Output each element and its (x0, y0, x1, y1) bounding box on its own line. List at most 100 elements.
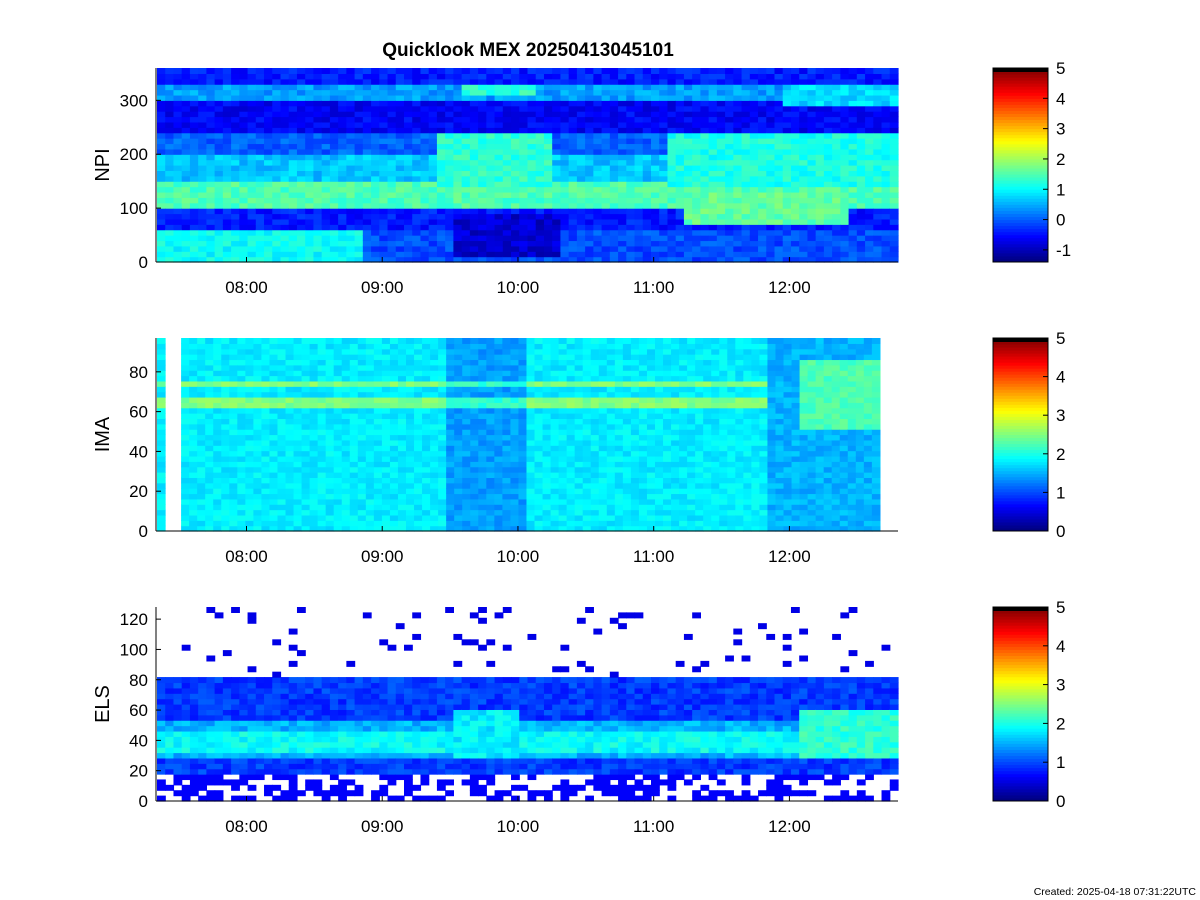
heat-cell (321, 132, 331, 139)
heat-cell (766, 245, 776, 252)
heat-cell (231, 154, 240, 161)
heat-cell (229, 450, 238, 457)
heat-cell (206, 213, 216, 220)
heat-cell (881, 245, 891, 252)
heat-cell (285, 514, 295, 521)
heat-cell (389, 514, 399, 521)
heat-cell (389, 509, 399, 516)
heat-cell (651, 208, 660, 215)
heat-cell (659, 148, 669, 155)
heat-cell (395, 73, 405, 80)
heat-cell (181, 343, 190, 350)
heat-cell (420, 186, 430, 193)
heat-cell (758, 240, 767, 247)
heat-cell (371, 191, 380, 198)
heat-cell (526, 370, 536, 377)
heat-cell (404, 159, 413, 166)
heat-cell (865, 251, 874, 258)
heat-cell (453, 213, 463, 220)
heat-cell (288, 68, 298, 74)
heat-cell (502, 359, 512, 366)
heat-cell (269, 429, 279, 436)
heat-cell (840, 111, 850, 118)
heat-cell (511, 121, 520, 128)
heat-cell (280, 175, 290, 182)
heat-cell (198, 202, 207, 209)
heat-cell (560, 78, 570, 85)
heat-cell (213, 482, 222, 489)
heat-cell (237, 338, 246, 344)
heat-cell (618, 111, 627, 118)
heat-cell (832, 170, 841, 177)
heat-cell (683, 148, 693, 155)
heat-cell (189, 202, 199, 209)
heat-cell (576, 256, 586, 263)
heat-cell (609, 170, 619, 177)
heat-cell (261, 396, 271, 403)
heat-cell (446, 370, 455, 377)
heat-cell (197, 472, 206, 478)
heat-cell (865, 94, 874, 101)
heat-cell (157, 181, 166, 188)
heat-cell (197, 445, 206, 452)
heat-cell (436, 148, 446, 155)
heat-cell (478, 407, 487, 414)
heat-cell (412, 132, 422, 139)
heat-cell (189, 191, 199, 198)
heat-cell (799, 229, 809, 236)
heat-cell (848, 245, 858, 252)
heat-cell (799, 154, 809, 161)
heat-cell (560, 138, 570, 145)
heat-cell (708, 78, 718, 85)
heat-cell (552, 159, 562, 166)
heat-cell (593, 170, 603, 177)
heat-cell (317, 455, 327, 462)
heat-cell (840, 245, 850, 252)
heat-cell (502, 418, 512, 425)
heat-cell (494, 94, 504, 101)
heat-cell (379, 68, 389, 74)
heat-cell (247, 68, 257, 74)
heat-cell (478, 181, 487, 188)
heat-cell (245, 402, 254, 409)
heat-cell (725, 116, 734, 123)
heat-cell (354, 78, 364, 85)
heat-cell (692, 213, 701, 220)
heat-cell (659, 181, 669, 188)
heat-cell (486, 111, 496, 118)
heat-cell (395, 245, 405, 252)
heat-cell (221, 482, 230, 489)
heat-cell (675, 89, 685, 96)
heat-cell (716, 245, 726, 252)
heat-cell (198, 208, 207, 215)
heat-cell (534, 504, 544, 511)
heat-cell (454, 493, 463, 500)
heat-cell (626, 170, 636, 177)
heat-cell (229, 434, 238, 441)
heat-cell (840, 202, 850, 209)
heat-cell (373, 466, 383, 473)
heat-cell (293, 348, 303, 355)
heat-cell (446, 348, 455, 355)
heat-cell (486, 423, 495, 430)
heat-cell (165, 68, 175, 74)
heat-cell (296, 224, 306, 231)
heat-cell (253, 338, 263, 344)
heat-cell (832, 245, 841, 252)
heat-cell (293, 396, 303, 403)
heat-cell (502, 73, 512, 80)
heat-cell (296, 159, 306, 166)
heat-cell (453, 159, 463, 166)
heat-cell (438, 380, 447, 387)
heat-cell (406, 391, 415, 398)
heat-cell (317, 461, 327, 468)
heat-cell (626, 218, 636, 225)
heat-cell (535, 84, 545, 91)
heat-cell (725, 143, 734, 150)
heat-cell (422, 439, 431, 446)
heat-cell (189, 132, 199, 139)
heat-cell (387, 100, 397, 107)
heat-cell (478, 213, 487, 220)
heat-cell (708, 84, 718, 91)
heat-cell (889, 251, 899, 258)
